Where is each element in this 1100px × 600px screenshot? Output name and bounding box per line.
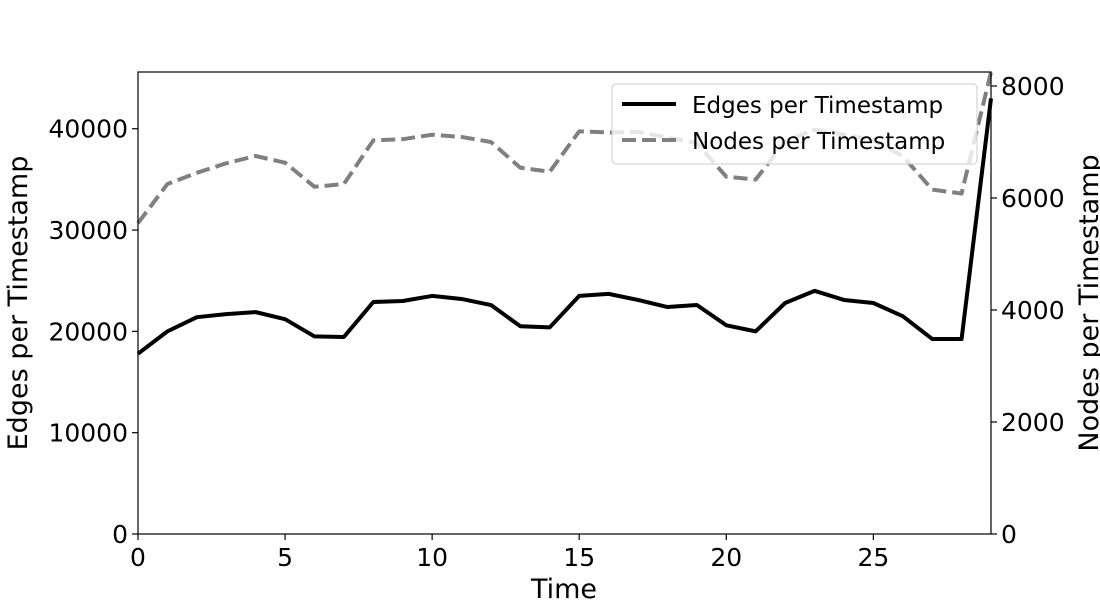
series-line-edges	[136, 98, 993, 356]
right-y-axis: 0 2000 4000 6000 8000	[991, 72, 1065, 549]
x-tick-label: 0	[130, 543, 146, 572]
x-axis: 0 5 10 15 20 25	[130, 534, 889, 572]
x-tick-label: 15	[563, 543, 595, 572]
right-y-axis-label: Nodes per Timestamp	[1074, 154, 1100, 451]
x-tick-label: 5	[277, 543, 293, 572]
left-y-tick-label: 40000	[48, 115, 128, 144]
x-tick-label: 10	[416, 543, 448, 572]
plot-lines	[136, 71, 993, 356]
legend-label-nodes: Nodes per Timestamp	[692, 129, 945, 155]
left-y-tick-label: 10000	[48, 419, 128, 448]
left-y-axis-label: Edges per Timestamp	[3, 156, 34, 451]
right-y-tick-label: 8000	[1001, 72, 1065, 101]
left-y-tick-label: 0	[112, 520, 128, 549]
series-line-nodes	[136, 71, 993, 225]
right-y-tick-label: 0	[1001, 520, 1017, 549]
legend-label-edges: Edges per Timestamp	[692, 93, 943, 119]
plot-frame	[137, 71, 992, 535]
right-y-tick-label: 4000	[1001, 296, 1065, 325]
left-y-tick-label: 20000	[48, 317, 128, 346]
left-y-tick-label: 30000	[48, 216, 128, 245]
left-y-axis: 0 10000 20000 30000 40000	[48, 115, 138, 549]
legend: Edges per Timestamp Nodes per Timestamp	[611, 83, 978, 165]
x-tick-label: 20	[710, 543, 742, 572]
right-y-tick-label: 6000	[1001, 184, 1065, 213]
legend-box	[611, 83, 978, 165]
x-tick-label: 25	[857, 543, 889, 572]
right-y-tick-label: 2000	[1001, 408, 1065, 437]
x-axis-label: Time	[530, 574, 597, 600]
